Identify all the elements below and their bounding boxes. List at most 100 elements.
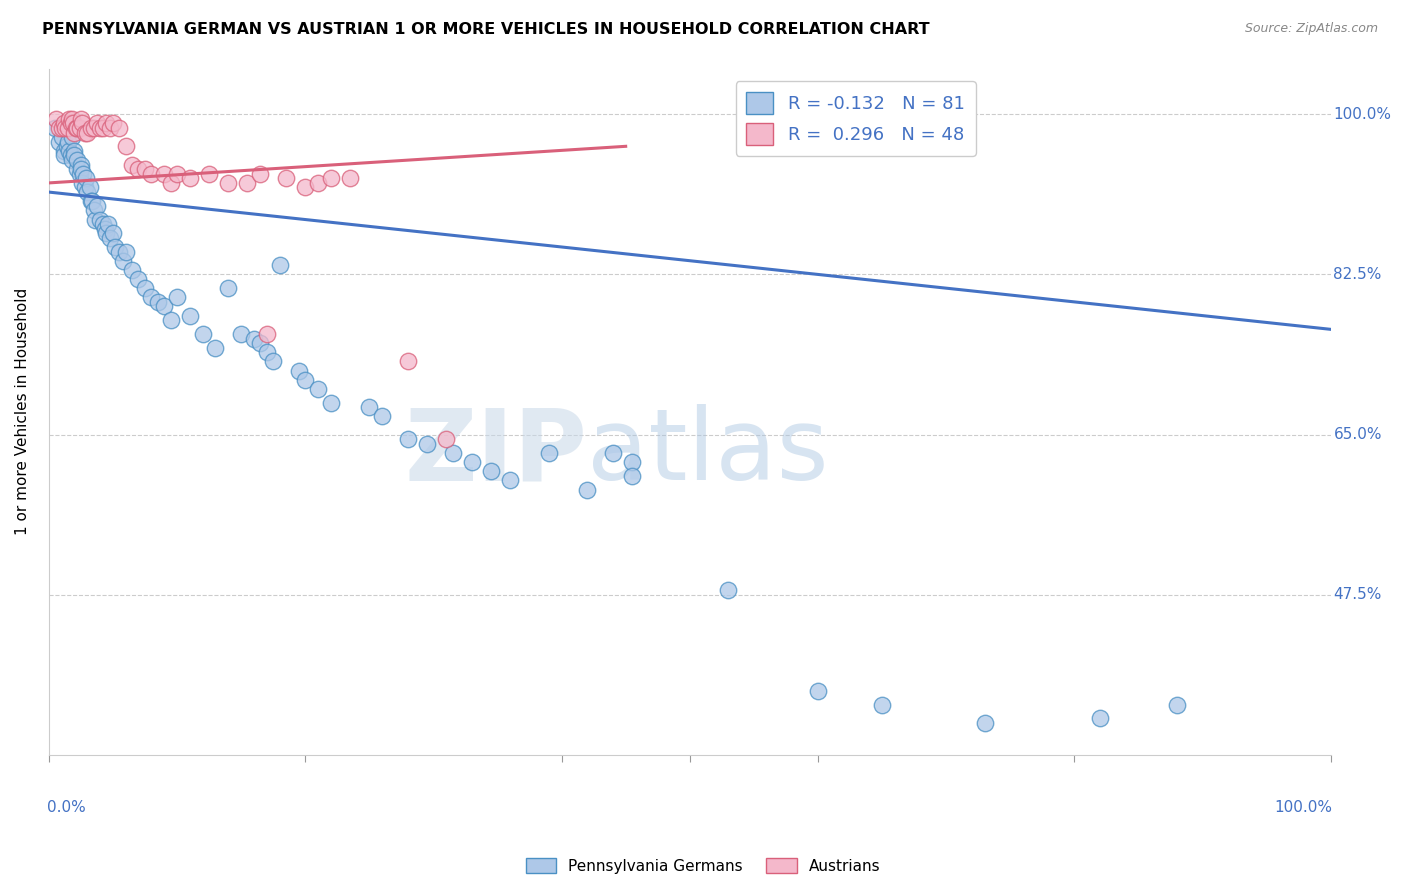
Point [870,698,893,712]
Point [83,212,105,227]
Point [479,464,502,478]
Point [80,194,103,209]
Point [114,244,136,259]
Point [58,144,80,158]
Point [94,221,117,235]
Point [69,121,91,136]
Point [53,148,76,162]
Point [70,176,93,190]
Point [108,121,131,136]
Point [73,180,96,194]
Point [166,290,188,304]
Point [96,226,118,240]
Point [307,382,329,396]
Point [339,171,361,186]
Point [256,345,278,359]
Point [112,253,135,268]
Point [359,400,381,414]
Point [76,126,98,140]
Point [1088,711,1111,725]
Point [98,231,121,245]
Point [104,240,127,254]
Point [159,176,181,190]
Point [48,121,70,136]
Point [141,167,163,181]
Point [128,162,150,177]
Point [434,432,457,446]
Point [499,474,522,488]
Point [86,199,108,213]
Point [274,171,297,186]
Point [66,153,89,167]
Point [396,354,419,368]
Point [153,167,176,181]
Point [108,244,131,259]
Text: Source: ZipAtlas.com: Source: ZipAtlas.com [1244,22,1378,36]
Point [256,326,278,341]
Point [55,121,77,136]
Point [98,121,121,136]
Point [141,290,163,304]
Point [63,126,86,140]
Point [973,715,995,730]
Point [101,116,124,130]
Point [60,130,83,145]
Point [179,309,201,323]
Point [55,139,77,153]
Point [53,116,76,130]
Point [72,167,94,181]
Point [576,483,599,497]
Point [262,354,284,368]
Point [63,148,86,162]
Point [121,263,143,277]
Point [121,158,143,172]
Point [236,176,259,190]
Point [69,167,91,181]
Point [269,258,291,272]
Point [51,130,73,145]
Point [59,148,82,162]
Point [179,171,201,186]
Point [66,121,89,136]
Point [198,167,221,181]
Point [166,167,188,181]
Point [97,217,120,231]
Y-axis label: 1 or more Vehicles in Household: 1 or more Vehicles in Household [15,288,30,535]
Point [53,144,76,158]
Point [69,162,91,177]
Point [294,180,316,194]
Point [51,121,73,136]
Point [249,336,271,351]
Point [134,281,156,295]
Text: 100.0%: 100.0% [1333,107,1392,122]
Point [89,212,111,227]
Point [62,116,84,130]
Point [807,683,830,698]
Point [717,583,740,598]
Point [537,446,560,460]
Point [60,153,83,167]
Point [114,139,136,153]
Point [44,121,66,136]
Point [128,272,150,286]
Point [58,112,80,126]
Point [91,121,114,136]
Point [621,455,644,469]
Point [48,135,70,149]
Point [76,185,98,199]
Point [73,126,96,140]
Point [243,331,266,345]
Point [217,281,239,295]
Point [319,395,342,409]
Point [396,432,419,446]
Point [69,112,91,126]
Point [621,468,644,483]
Point [66,162,89,177]
Point [101,226,124,240]
Point [307,176,329,190]
Point [75,171,97,186]
Point [1166,698,1188,712]
Point [191,326,214,341]
Point [416,436,439,450]
Point [56,135,79,149]
